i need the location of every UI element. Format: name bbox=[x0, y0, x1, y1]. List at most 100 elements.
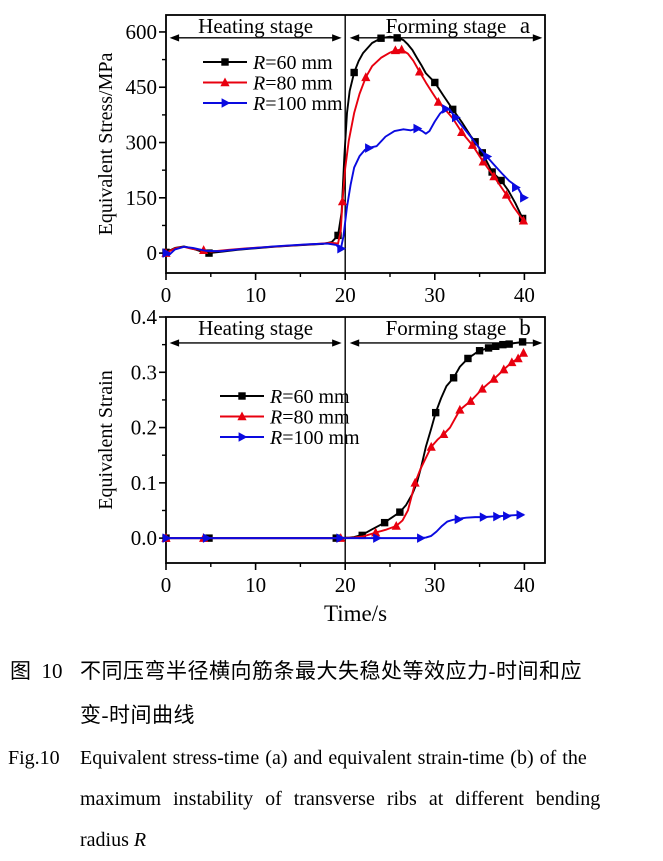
data-point-marker bbox=[499, 364, 509, 374]
series-markers-r100mm bbox=[162, 104, 529, 258]
caption-en-line1: Equivalent stress-time (a) and equivalen… bbox=[80, 747, 587, 769]
data-point-marker bbox=[393, 34, 401, 42]
data-point-marker bbox=[390, 45, 400, 55]
series-markers-r100mm bbox=[162, 510, 526, 543]
legend-label: R=100 mm bbox=[252, 93, 343, 115]
y-axis-tick-label: 0.1 bbox=[131, 471, 157, 495]
data-point-marker bbox=[492, 342, 500, 350]
data-point-marker bbox=[162, 248, 172, 258]
data-point-marker bbox=[512, 182, 521, 193]
stage-arrow-head bbox=[169, 34, 180, 42]
data-point-marker bbox=[513, 353, 523, 363]
data-point-marker bbox=[417, 533, 426, 543]
data-point-marker bbox=[361, 72, 371, 82]
x-axis-tick-label: 10 bbox=[245, 283, 266, 307]
data-point-marker bbox=[466, 396, 476, 405]
data-point-marker bbox=[518, 338, 527, 346]
data-point-marker bbox=[477, 383, 487, 393]
stage-arrow-head bbox=[332, 339, 342, 347]
x-axis-tick-label: 0 bbox=[161, 283, 172, 307]
data-point-marker bbox=[475, 347, 484, 355]
legend: R=60 mmR=80 mmR=100 mm bbox=[220, 386, 360, 449]
data-point-marker bbox=[497, 176, 505, 185]
x-axis-tick-label: 40 bbox=[514, 283, 535, 307]
data-point-marker bbox=[205, 249, 213, 257]
y-axis-tick-label: 150 bbox=[126, 186, 158, 210]
data-point-marker bbox=[426, 441, 436, 451]
data-point-marker bbox=[499, 340, 507, 349]
chart-b: Heating stage Forming stage b 0 10 20 30 40 0.0 0… bbox=[95, 305, 546, 626]
data-point-marker bbox=[457, 127, 467, 137]
stage-arrow-head bbox=[532, 34, 543, 42]
data-point-marker bbox=[489, 171, 499, 181]
y-axis-tick-label: 0.0 bbox=[131, 526, 157, 550]
data-point-marker bbox=[337, 243, 347, 254]
legend: R=60 mmR=80 mmR=100 mm bbox=[203, 52, 343, 115]
data-point-marker bbox=[439, 429, 449, 438]
y-axis-tick-label: 0.2 bbox=[131, 416, 157, 440]
x-axis-tick-label: 10 bbox=[245, 573, 266, 597]
data-point-marker bbox=[455, 404, 465, 414]
legend-item: R=80 mm bbox=[220, 407, 350, 429]
stage-label: Forming stage bbox=[386, 14, 507, 38]
data-point-marker bbox=[507, 357, 517, 367]
caption-en-radius-symbol: R bbox=[133, 829, 147, 851]
caption-cn-line1: 不同压弯半径横向筋条最大失稳处等效应力-时间和应 bbox=[80, 659, 582, 683]
data-point-marker bbox=[520, 193, 529, 203]
data-point-marker bbox=[202, 533, 212, 543]
plot-frame bbox=[165, 316, 546, 564]
stress-strain-charts: Heating stage Forming stage a 0 10 20 30 40 0 150… bbox=[95, 13, 546, 626]
legend-marker bbox=[221, 58, 229, 66]
legend-label: R=60 mm bbox=[269, 386, 350, 408]
data-point-marker bbox=[464, 354, 472, 363]
y-axis-tick-label: 0 bbox=[147, 241, 158, 265]
data-point-marker bbox=[410, 477, 420, 487]
data-point-marker bbox=[489, 373, 499, 383]
panel-corner-label: a bbox=[520, 13, 530, 38]
data-point-marker bbox=[478, 156, 488, 166]
data-point-marker bbox=[358, 531, 366, 540]
legend-item: R=60 mm bbox=[220, 386, 350, 408]
caption-cn-line2: 变-时间曲线 bbox=[80, 703, 195, 727]
caption-en-label: Fig.10 bbox=[8, 747, 60, 769]
data-point-marker bbox=[449, 374, 458, 382]
y-axis-tick-label: 300 bbox=[126, 131, 158, 155]
legend-item: R=100 mm bbox=[203, 93, 343, 115]
data-point-marker bbox=[503, 511, 512, 521]
legend-marker bbox=[221, 98, 231, 108]
legend-label: R=100 mm bbox=[269, 427, 360, 449]
panel-corner-label: b bbox=[519, 315, 531, 340]
data-point-marker bbox=[449, 105, 457, 114]
data-point-marker bbox=[336, 533, 346, 543]
stage-label: Heating stage bbox=[198, 316, 313, 340]
x-axis-title: Time/s bbox=[324, 601, 387, 626]
data-point-marker bbox=[452, 112, 461, 123]
data-point-marker bbox=[518, 215, 529, 225]
legend-label: R=80 mm bbox=[269, 407, 350, 429]
data-point-marker bbox=[373, 533, 382, 543]
data-point-marker bbox=[397, 44, 407, 54]
plot-frame bbox=[165, 14, 546, 274]
stage-arrow-head bbox=[349, 339, 360, 347]
y-axis-tick-label: 450 bbox=[126, 75, 158, 99]
legend-marker bbox=[238, 392, 246, 400]
stage-arrow-head bbox=[332, 34, 342, 42]
caption-en-line3: radius R bbox=[80, 829, 147, 851]
data-point-marker bbox=[454, 514, 464, 525]
caption-cn-label: 图 10 bbox=[10, 659, 63, 683]
data-point-marker bbox=[337, 196, 348, 206]
caption-chinese: 图 10 不同压弯半径横向筋条最大失稳处等效应力-时间和应 变-时间曲线 bbox=[0, 649, 657, 737]
legend-item: R=100 mm bbox=[220, 427, 360, 449]
data-point-marker bbox=[396, 508, 404, 516]
y-axis-title: Equivalent Strain bbox=[95, 370, 117, 509]
chart-a: Heating stage Forming stage a 0 10 20 30 40 0 150… bbox=[95, 13, 546, 307]
data-point-marker bbox=[334, 231, 342, 240]
data-point-marker bbox=[162, 533, 172, 543]
data-point-marker bbox=[505, 340, 513, 348]
data-point-marker bbox=[431, 408, 440, 417]
legend-item: R=60 mm bbox=[203, 52, 333, 74]
y-axis-title: Equivalent Stress/MPa bbox=[95, 52, 117, 235]
data-point-marker bbox=[350, 68, 358, 77]
x-axis-tick-label: 20 bbox=[335, 573, 356, 597]
